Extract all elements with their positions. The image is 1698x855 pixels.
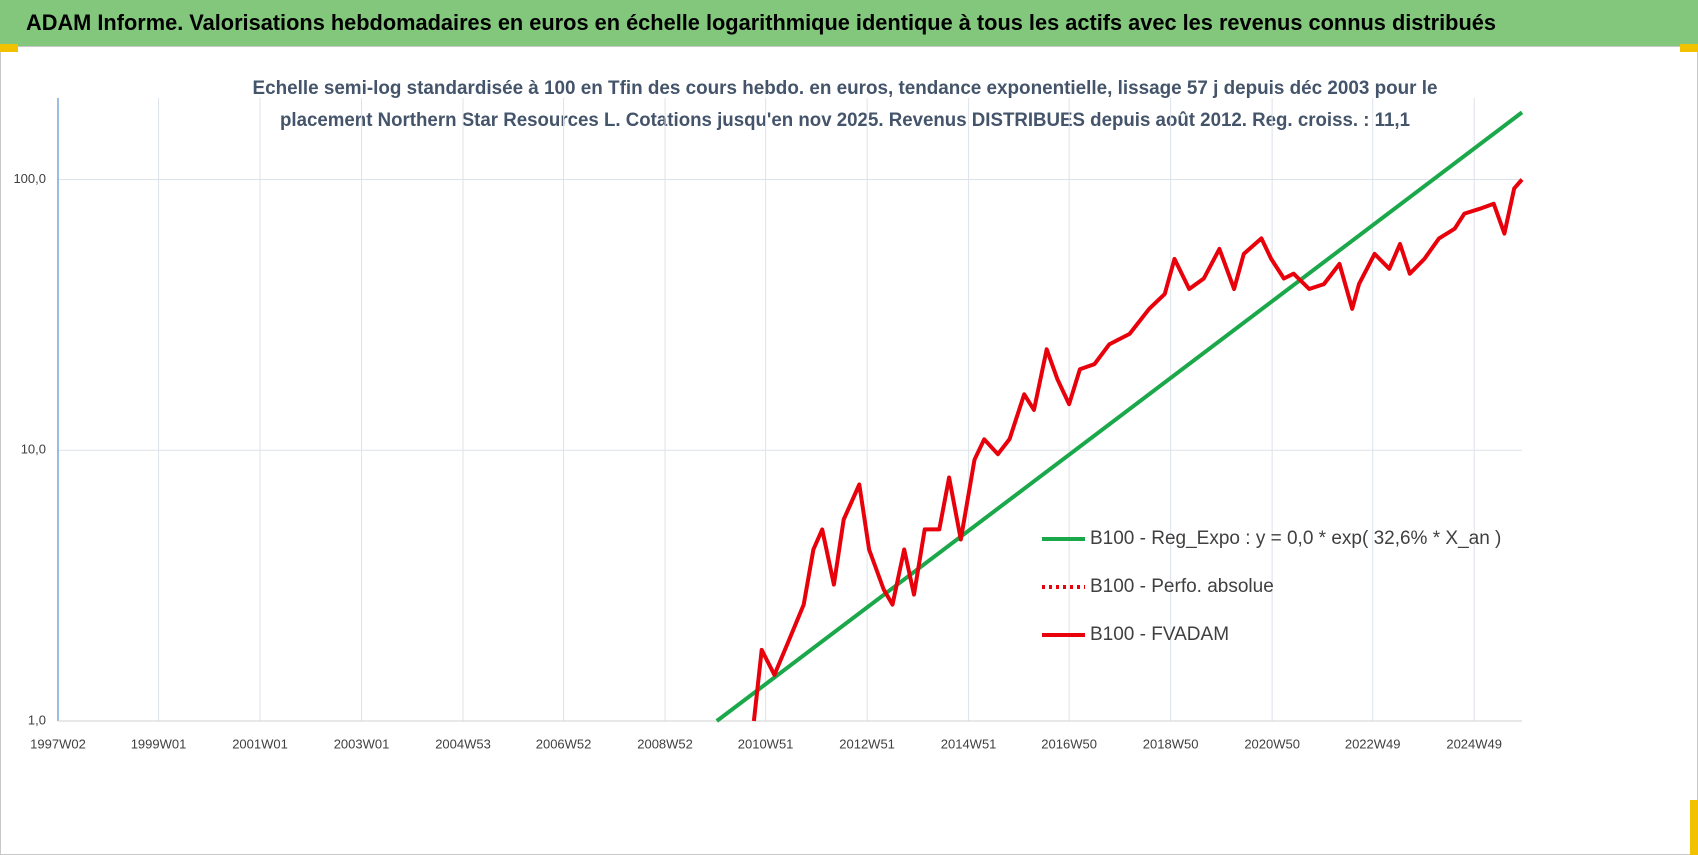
x-tick-label: 2016W50 — [1041, 736, 1097, 751]
x-tick-label: 1997W02 — [30, 736, 86, 751]
y-tick-label: 1,0 — [28, 712, 46, 727]
x-tick-label: 2014W51 — [941, 736, 997, 751]
x-tick-label: 2022W49 — [1345, 736, 1401, 751]
legend-label: B100 - FVADAM — [1090, 624, 1229, 645]
x-tick-label: 2024W49 — [1446, 736, 1502, 751]
series-line — [715, 110, 1524, 723]
x-tick-label: 2020W50 — [1244, 736, 1300, 751]
x-tick-label: 2003W01 — [334, 736, 390, 751]
y-tick-label: 10,0 — [21, 442, 46, 457]
x-tick-label: 2012W51 — [839, 736, 895, 751]
legend-label: B100 - Perfo. absolue — [1090, 576, 1274, 597]
series-line — [751, 178, 1524, 722]
x-tick-label: 1999W01 — [131, 736, 187, 751]
x-tick-label: 2006W52 — [536, 736, 592, 751]
legend-label: B100 - Reg_Expo : y = 0,0 * exp( 32,6% *… — [1090, 528, 1501, 549]
corner — [0, 44, 18, 52]
plot — [715, 110, 1524, 723]
corner — [1680, 44, 1698, 52]
y-tick-label: 100,0 — [13, 171, 46, 186]
x-tick-label: 2018W50 — [1143, 736, 1199, 751]
x-tick-label: 2010W51 — [738, 736, 794, 751]
corner — [1690, 800, 1698, 855]
grid: 1997W02 1999W01 2001W01 2003W01 2004W53 2006W… — [13, 98, 1522, 751]
x-tick-label: 2004W53 — [435, 736, 491, 751]
x-tick-label: 2008W52 — [637, 736, 693, 751]
chart-subtitle: Echelle semi-log standardisée à 100 en T… — [253, 78, 1438, 99]
x-tick-label: 2001W01 — [232, 736, 288, 751]
chart-subtitle: placement Northern Star Resources L. Cot… — [280, 110, 1410, 131]
chart-title: ADAM Informe. Valorisations hebdomadaire… — [26, 10, 1496, 35]
legend: B100 - Reg_Expo : y = 0,0 * exp( 32,6% *… — [1042, 528, 1501, 645]
title-banner — [0, 0, 1698, 46]
